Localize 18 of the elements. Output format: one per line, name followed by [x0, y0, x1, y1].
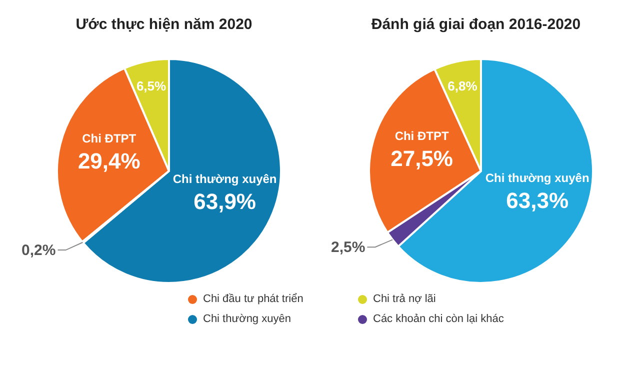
legend-label: Chi trả nợ lãi: [373, 293, 436, 305]
chart-title: Đánh giá giai đoạn 2016-2020: [370, 16, 582, 35]
text: Chi ĐTPT: [394, 128, 450, 143]
data-label: 27,5%: [390, 146, 454, 171]
data-label: 29,4%: [78, 148, 140, 174]
data-label: 6,5%: [136, 78, 167, 94]
legend-label: Các khoản chi còn lại khác: [373, 313, 504, 325]
data-label: 2,5%: [330, 239, 366, 256]
data-label: 0,2%: [22, 242, 56, 260]
data-label: 63,3%: [506, 188, 569, 213]
data-label: 63,9%: [194, 189, 256, 214]
data-label: 6,8%: [448, 78, 478, 94]
legend-label: Chi đầu tư phát triển: [203, 293, 304, 305]
text: Chi thường xuyên: [485, 170, 590, 185]
text: Chi ĐTPT: [82, 131, 137, 146]
text: Chi thường xuyên: [172, 172, 277, 186]
chart-title: Ước thực hiện năm 2020: [74, 16, 254, 35]
legend-label: Chi thường xuyên: [203, 313, 291, 325]
